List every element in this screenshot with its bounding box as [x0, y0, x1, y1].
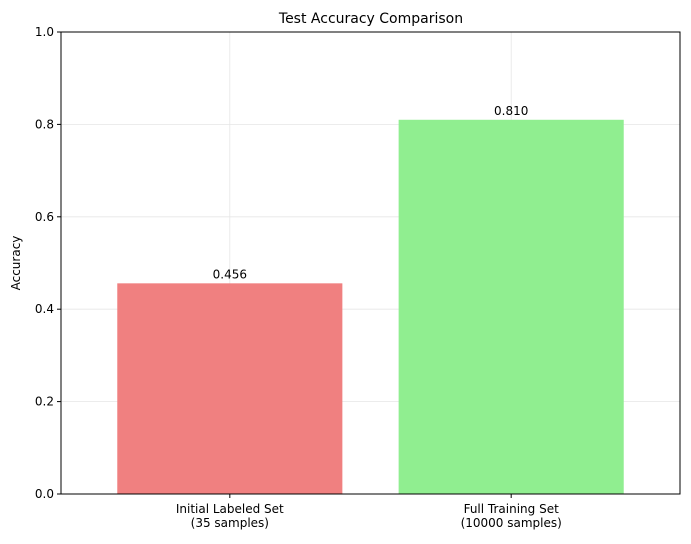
y-tick-label: 0.6 [35, 210, 54, 224]
y-tick-label: 0.0 [35, 487, 54, 501]
y-tick-label: 1.0 [35, 25, 54, 39]
bar [398, 119, 624, 494]
labels: 0.456 0.810 0.0 0.2 0.4 0.6 0.8 1.0 Initial Labe… [35, 25, 562, 530]
bar [117, 283, 343, 494]
bar-value-label: 0.810 [494, 104, 528, 118]
x-tick-label: (35 samples) [191, 516, 269, 530]
y-tick-label: 0.4 [35, 302, 54, 316]
bar-value-label: 0.456 [213, 267, 247, 281]
x-tick-label: Initial Labeled Set [176, 502, 284, 516]
chart-title: Test Accuracy Comparison [278, 11, 463, 27]
y-tick-label: 0.2 [35, 395, 54, 409]
axes [57, 31, 681, 498]
y-tick-label: 0.8 [35, 117, 54, 131]
x-tick-label: Full Training Set [464, 502, 559, 516]
bars [117, 119, 624, 494]
plot-frame [60, 31, 681, 495]
y-axis-label: Accuracy [9, 236, 23, 291]
x-tick-label: (10000 samples) [461, 516, 562, 530]
